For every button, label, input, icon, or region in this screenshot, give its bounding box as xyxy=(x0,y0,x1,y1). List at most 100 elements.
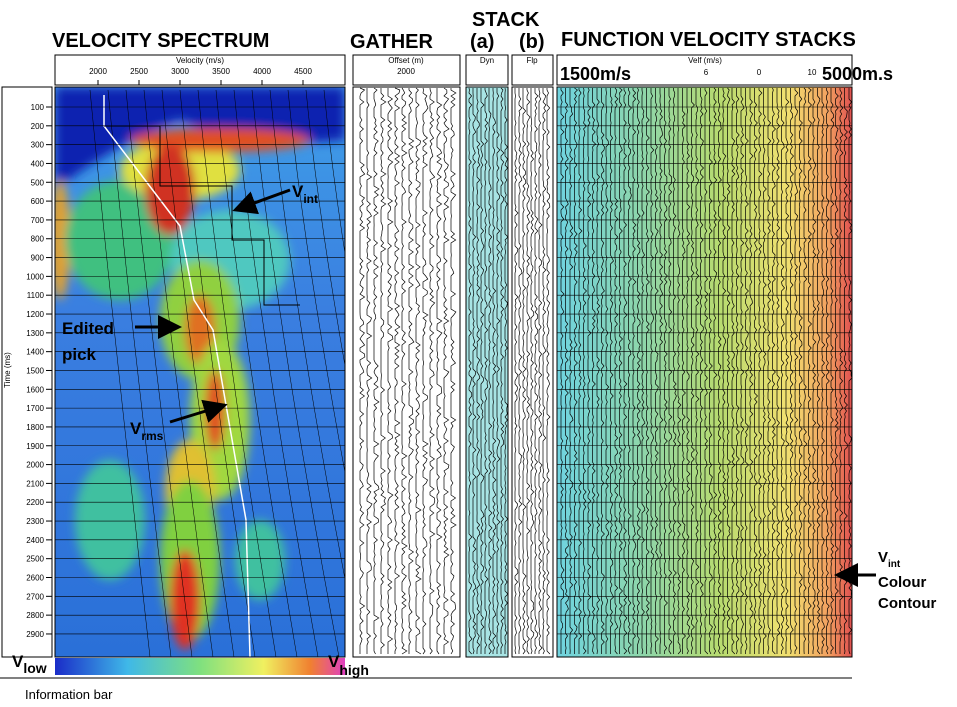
tick-label: 2900 xyxy=(26,630,44,639)
axis-label: Time (ms) xyxy=(3,352,12,388)
contour-line xyxy=(287,89,345,474)
tick-label: 300 xyxy=(31,141,45,150)
contour-line xyxy=(305,89,345,368)
arrow xyxy=(232,188,291,215)
contour-line xyxy=(215,89,298,657)
tick-label: 6 xyxy=(704,68,709,77)
tick-label: 2100 xyxy=(26,479,44,488)
stack-panel xyxy=(511,86,554,658)
annotation: pick xyxy=(62,345,97,364)
annotation: Vint xyxy=(292,182,318,206)
tick-label: 500 xyxy=(31,178,45,187)
annotation-text: V xyxy=(878,549,888,566)
annotation: Contour xyxy=(878,595,936,612)
seismic-trace xyxy=(518,88,523,654)
contour-line xyxy=(107,89,172,657)
seismic-trace xyxy=(496,88,501,654)
seismic-trace xyxy=(468,87,473,655)
tick-label: 0 xyxy=(757,68,762,77)
tick-label: 3500 xyxy=(212,67,230,76)
seismic-trace xyxy=(366,88,373,654)
seismic-trace xyxy=(526,88,531,655)
seismic-trace xyxy=(492,88,497,654)
seismic-trace xyxy=(484,88,489,654)
contour-line xyxy=(197,89,277,657)
annotation-text: int xyxy=(303,192,318,206)
contour-line xyxy=(233,89,319,657)
annotation: Vint xyxy=(878,549,901,570)
tick-label: 400 xyxy=(31,159,45,168)
tick-label: 2800 xyxy=(26,611,44,620)
axis-label: Offset (m) xyxy=(388,56,424,65)
panel-title: STACK xyxy=(472,9,540,31)
velocity-high-label: 5000m.s xyxy=(822,64,893,84)
seismic-trace xyxy=(359,87,366,654)
axis-box xyxy=(1,86,53,658)
contour-line xyxy=(179,89,256,657)
tick-label: 2000 xyxy=(89,67,107,76)
tick-label: 10 xyxy=(808,68,817,77)
seismic-trace xyxy=(422,87,429,655)
tick-label: 1200 xyxy=(26,310,44,319)
panel-title: GATHER xyxy=(350,31,434,53)
panel-title: (a) xyxy=(470,31,494,53)
annotation-text: rms xyxy=(141,429,163,443)
velocity-low-label: 1500m/s xyxy=(560,64,631,84)
seismic-trace xyxy=(530,88,535,655)
seismic-trace xyxy=(436,88,443,655)
tick-label: 2000 xyxy=(26,461,44,470)
seismic-trace xyxy=(504,87,509,654)
tick-label: 1400 xyxy=(26,348,44,357)
contour-line xyxy=(161,89,235,657)
seismic-trace xyxy=(415,87,422,655)
tick-label: 2600 xyxy=(26,574,44,583)
annotation-text: V xyxy=(12,652,24,671)
annotation: Colour xyxy=(878,574,926,591)
tick-label: 1900 xyxy=(26,442,44,451)
seismic-trace xyxy=(538,88,543,654)
seismic-trace xyxy=(387,88,394,654)
tick-label: 2700 xyxy=(26,592,44,601)
tick-label: 1700 xyxy=(26,404,44,413)
panel-title: VELOCITY SPECTRUM xyxy=(52,30,269,52)
seismic-trace xyxy=(401,87,408,655)
seismic-trace xyxy=(480,88,485,654)
tick-label: 1000 xyxy=(26,272,44,281)
panel-title: (b) xyxy=(519,31,545,53)
annotation-text: low xyxy=(23,660,46,676)
tick-label: 100 xyxy=(31,103,45,112)
arrow xyxy=(169,399,228,424)
axis-box xyxy=(54,54,346,86)
axis-box xyxy=(511,54,554,86)
axis-box xyxy=(556,54,853,86)
annotation-text: V xyxy=(292,182,304,201)
contour-line xyxy=(269,89,345,581)
axis-label: Velocity (m/s) xyxy=(176,56,224,65)
tick-label: 2400 xyxy=(26,536,44,545)
annotation-text: int xyxy=(888,559,901,570)
seismic-trace xyxy=(522,88,527,655)
contour-line xyxy=(251,89,340,657)
tick-label: 1100 xyxy=(27,291,45,300)
tick-label: 200 xyxy=(31,122,45,131)
seismic-trace xyxy=(380,88,387,654)
annotation: Vrms xyxy=(130,419,164,443)
annotation-text: V xyxy=(328,652,340,671)
seismic-trace xyxy=(373,87,380,655)
tick-label: 1800 xyxy=(26,423,44,432)
stack-panel xyxy=(465,86,509,658)
tick-label: 900 xyxy=(31,254,45,263)
seismic-trace xyxy=(394,87,401,654)
seismic-trace xyxy=(500,87,505,654)
panel-title: FUNCTION VELOCITY STACKS xyxy=(561,29,856,51)
contour-line xyxy=(323,89,345,256)
tick-label: 3000 xyxy=(171,67,189,76)
tick-label: 1500 xyxy=(26,366,44,375)
axis-box xyxy=(352,54,461,86)
seismic-trace xyxy=(450,88,457,655)
seismic-trace xyxy=(514,88,519,655)
gather-panel xyxy=(352,86,461,658)
contour-line xyxy=(89,89,151,657)
